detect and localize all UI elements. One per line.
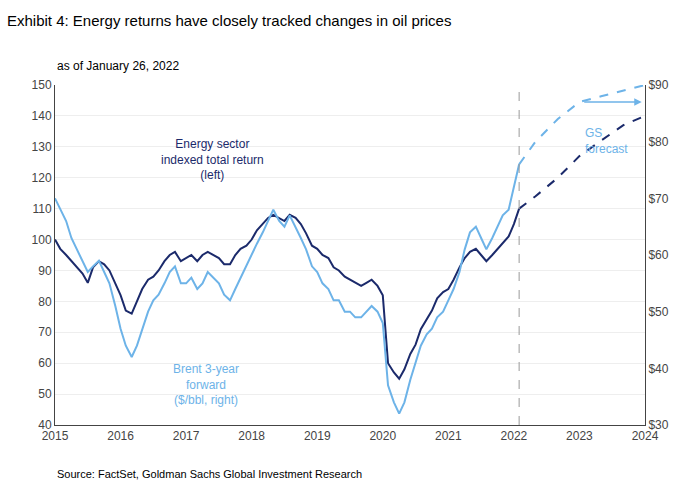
svg-text:2024: 2024 [632,429,659,443]
svg-text:$30: $30 [648,418,668,432]
svg-text:Brent 3-yearforward($/bbl, rig: Brent 3-yearforward($/bbl, right) [173,362,239,407]
svg-text:$70: $70 [648,192,668,206]
svg-text:40: 40 [38,418,52,432]
svg-text:100: 100 [32,233,52,247]
svg-text:$50: $50 [648,305,668,319]
svg-text:Energy sectorindexed total ret: Energy sectorindexed total return(left) [161,137,264,182]
svg-text:60: 60 [38,356,52,370]
svg-text:Exhibit 4: Energy returns have: Exhibit 4: Energy returns have closely t… [7,12,451,29]
svg-text:2017: 2017 [173,429,200,443]
svg-text:Source: FactSet, Goldman Sachs: Source: FactSet, Goldman Sachs Global In… [57,468,362,480]
svg-text:2021: 2021 [435,429,462,443]
svg-text:2023: 2023 [566,429,593,443]
svg-text:$90: $90 [648,78,668,92]
svg-text:70: 70 [38,325,52,339]
svg-text:2020: 2020 [369,429,396,443]
svg-text:as of January 26, 2022: as of January 26, 2022 [57,59,179,73]
svg-text:GSforecast: GSforecast [585,126,628,156]
svg-text:110: 110 [32,202,51,216]
svg-text:2015: 2015 [42,429,69,443]
svg-text:$60: $60 [648,248,668,262]
svg-text:2018: 2018 [238,429,265,443]
svg-text:120: 120 [32,171,52,185]
svg-text:2019: 2019 [304,429,331,443]
svg-text:$80: $80 [648,135,668,149]
svg-text:2016: 2016 [107,429,134,443]
svg-text:80: 80 [38,295,52,309]
svg-text:90: 90 [38,264,52,278]
svg-text:2022: 2022 [501,429,528,443]
svg-text:140: 140 [32,109,52,123]
svg-text:130: 130 [32,140,52,154]
svg-text:50: 50 [38,387,52,401]
svg-text:150: 150 [32,78,52,92]
svg-text:$40: $40 [648,362,668,376]
